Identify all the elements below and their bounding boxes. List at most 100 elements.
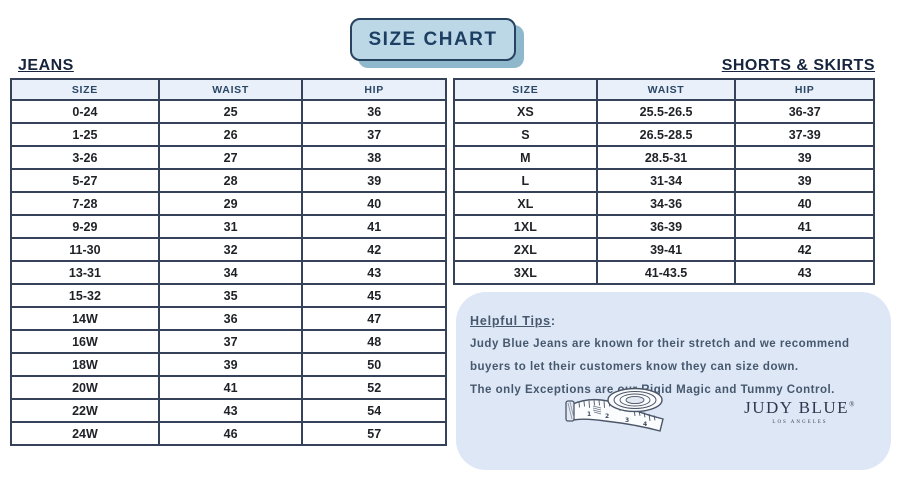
table-cell: 36-39 — [595, 214, 737, 239]
table-cell: 14W — [10, 306, 160, 331]
table-cell: 31 — [157, 214, 304, 239]
table-cell: 39 — [734, 168, 875, 193]
table-cell: XS — [453, 99, 598, 124]
table-row: 2XL 39-41 42 — [453, 237, 875, 262]
helpful-tips-heading-text: Helpful Tips — [470, 314, 551, 328]
table-cell: 38 — [301, 145, 447, 170]
table-cell: 36-37 — [734, 99, 875, 124]
table-cell: 11-30 — [10, 237, 160, 262]
table-row: M 28.5-31 39 — [453, 145, 875, 170]
table-cell: 40 — [734, 191, 875, 216]
svg-text:2: 2 — [605, 413, 609, 420]
table-cell: 2XL — [453, 237, 598, 262]
table-cell: 20W — [10, 375, 160, 400]
table-cell: 39 — [301, 168, 447, 193]
tape-measure-icon: 1 2 3 4 — [565, 387, 664, 432]
table-row: 20W 41 52 — [10, 375, 447, 400]
table-row: 14W 36 47 — [10, 306, 447, 331]
table-cell: 22W — [10, 398, 160, 423]
svg-text:1: 1 — [587, 411, 591, 418]
table-row: 18W 39 50 — [10, 352, 447, 377]
table-row: 3-26 27 38 — [10, 145, 447, 170]
table-cell: 31-34 — [595, 168, 737, 193]
table-cell: 16W — [10, 329, 160, 354]
table-cell: XL — [453, 191, 598, 216]
table-cell: 50 — [301, 352, 447, 377]
helpful-tips-line-2: buyers to let their customers know they … — [470, 361, 799, 373]
table-row: XL 34-36 40 — [453, 191, 875, 216]
helpful-tips-line-3: The only Exceptions are our Rigid Magic … — [470, 384, 835, 396]
table-row: 1-25 26 37 — [10, 122, 447, 147]
table-row: 7-28 29 40 — [10, 191, 447, 216]
table-cell: 34-36 — [595, 191, 737, 216]
table-cell: 13-31 — [10, 260, 160, 285]
table-row: 15-32 35 45 — [10, 283, 447, 308]
table-cell: 25 — [157, 99, 304, 124]
table-cell: 26.5-28.5 — [595, 122, 737, 147]
table-cell: 39 — [734, 145, 875, 170]
table-cell: 54 — [301, 398, 447, 423]
page-title: SIZE CHART — [368, 28, 498, 50]
table-cell: 15-32 — [10, 283, 160, 308]
table-cell: 28 — [157, 168, 304, 193]
table-cell: 29 — [157, 191, 304, 216]
table-row: L 31-34 39 — [453, 168, 875, 193]
table-row: 1XL 36-39 41 — [453, 214, 875, 239]
table-cell: 41-43.5 — [595, 260, 737, 285]
shorts-skirts-section-heading: SHORTS & SKIRTS — [721, 57, 875, 74]
table-cell: 28.5-31 — [595, 145, 737, 170]
table-row: 3XL 41-43.5 43 — [453, 260, 875, 285]
table-cell: 3-26 — [10, 145, 160, 170]
brand-tagline: LOS ANGELES — [772, 420, 828, 425]
table-cell: 42 — [734, 237, 875, 262]
shorts-col-header-waist: WAIST — [595, 78, 737, 101]
svg-text:3: 3 — [625, 417, 629, 424]
table-cell: 36 — [301, 99, 447, 124]
table-cell: 37-39 — [734, 122, 875, 147]
table-row: 22W 43 54 — [10, 398, 447, 423]
table-cell: 27 — [157, 145, 304, 170]
shorts-skirts-table-body: XS 25.5-26.5 36-37 S 26.5-28.5 37-39 M 28.5-31 3… — [453, 99, 875, 285]
table-cell: 0-24 — [10, 99, 160, 124]
brand-name-text: JUDY BLUE — [744, 398, 850, 417]
table-cell: L — [453, 168, 598, 193]
table-cell: 40 — [301, 191, 447, 216]
table-cell: 34 — [157, 260, 304, 285]
table-cell: 43 — [734, 260, 875, 285]
table-cell: 5-27 — [10, 168, 160, 193]
jeans-section-heading: JEANS — [18, 57, 74, 74]
table-cell: 48 — [301, 329, 447, 354]
table-cell: 37 — [301, 122, 447, 147]
table-cell: 39 — [157, 352, 304, 377]
table-cell: 25.5-26.5 — [595, 99, 737, 124]
table-cell: 45 — [301, 283, 447, 308]
table-cell: 41 — [734, 214, 875, 239]
shorts-col-header-size: SIZE — [453, 78, 598, 101]
table-row: 9-29 31 41 — [10, 214, 447, 239]
table-cell: 41 — [301, 214, 447, 239]
table-cell: 43 — [301, 260, 447, 285]
helpful-tips-panel: Helpful Tips: Judy Blue Jeans are known … — [456, 292, 891, 470]
table-row: 13-31 34 43 — [10, 260, 447, 285]
table-cell: 46 — [157, 421, 304, 446]
table-cell: 39-41 — [595, 237, 737, 262]
table-cell: 57 — [301, 421, 447, 446]
table-row: XS 25.5-26.5 36-37 — [453, 99, 875, 124]
table-row: 16W 37 48 — [10, 329, 447, 354]
jeans-col-header-size: SIZE — [10, 78, 160, 101]
shorts-col-header-hip: HIP — [734, 78, 875, 101]
jeans-col-header-waist: WAIST — [157, 78, 304, 101]
table-row: 11-30 32 42 — [10, 237, 447, 262]
table-cell: 24W — [10, 421, 160, 446]
shorts-skirts-table: SIZE WAIST HIP XS 25.5-26.5 36-37 S 26.5-28.… — [453, 78, 875, 285]
table-cell: 1XL — [453, 214, 598, 239]
jeans-col-header-hip: HIP — [301, 78, 447, 101]
helpful-tips-heading: Helpful Tips: — [470, 310, 877, 333]
table-cell: 18W — [10, 352, 160, 377]
helpful-tips-heading-colon: : — [550, 314, 556, 328]
table-cell: 1-25 — [10, 122, 160, 147]
jeans-table: SIZE WAIST HIP 0-24 25 36 1-25 26 37 3-26 27 38 5… — [10, 78, 447, 446]
table-cell: 7-28 — [10, 191, 160, 216]
brand-name: JUDY BLUE® — [738, 398, 862, 418]
